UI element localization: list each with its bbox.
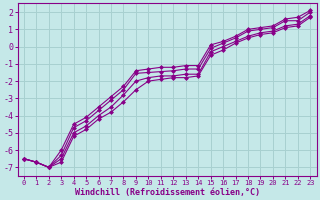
- X-axis label: Windchill (Refroidissement éolien,°C): Windchill (Refroidissement éolien,°C): [75, 188, 260, 197]
